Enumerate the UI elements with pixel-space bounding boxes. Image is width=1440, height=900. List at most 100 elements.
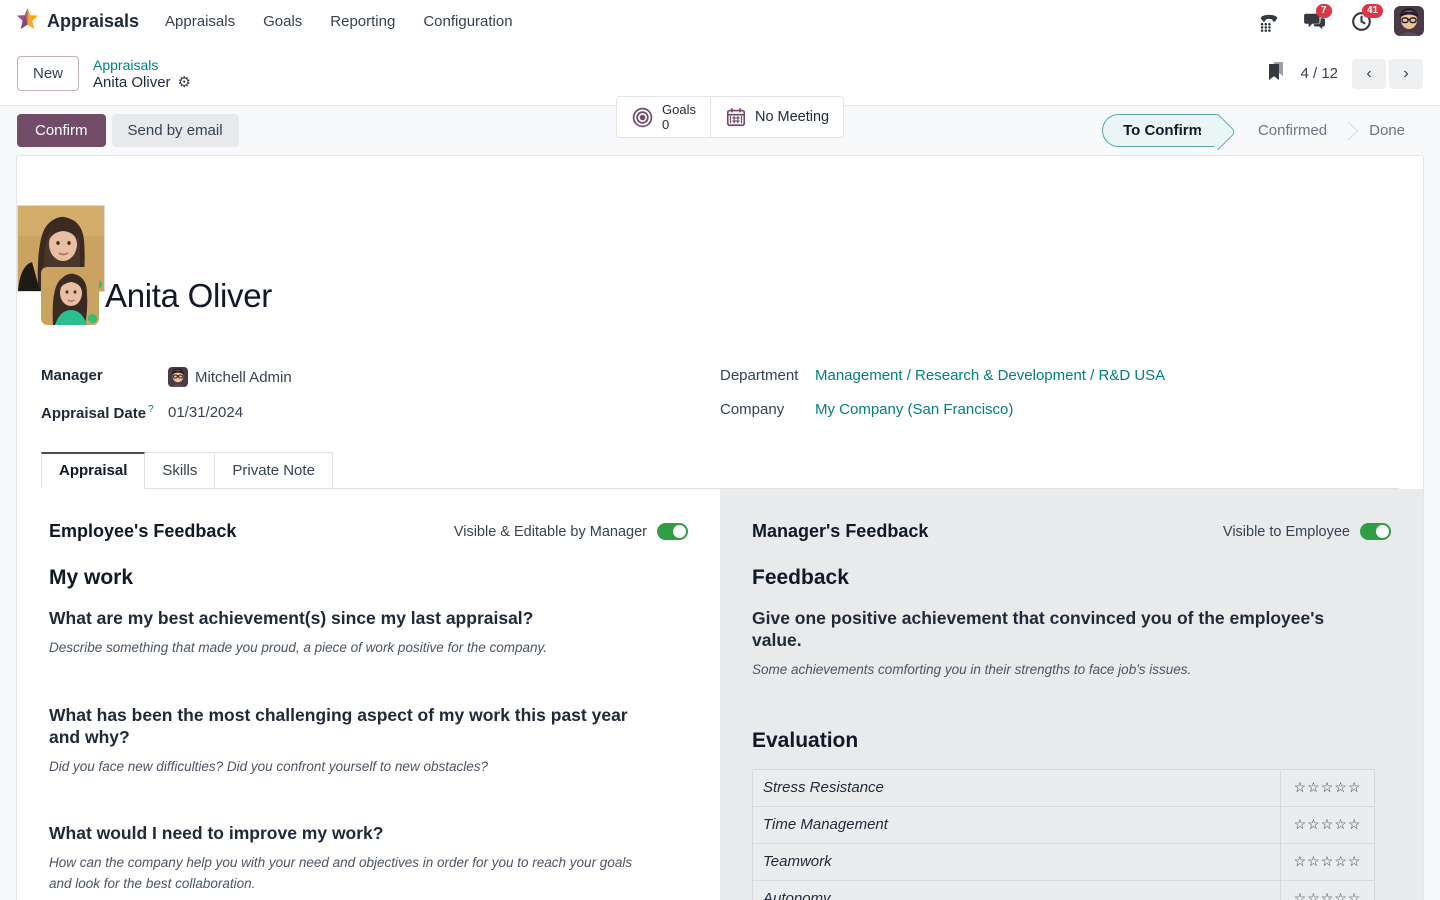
- question-text: What would I need to improve my work?: [49, 823, 384, 844]
- manager-visibility-toggle[interactable]: [1360, 523, 1391, 540]
- department-label: Department: [720, 367, 799, 384]
- appraisal-tab-content: Employee's Feedback Visible & Editable b…: [17, 489, 1423, 900]
- step-to-confirm[interactable]: To Confirm: [1102, 114, 1218, 147]
- help-question-icon[interactable]: ?: [148, 404, 154, 415]
- menu-appraisals[interactable]: Appraisals: [165, 12, 236, 30]
- form-sheet: Anita Oliver Manager: [16, 155, 1424, 900]
- table-row: Stress Resistance ☆☆☆☆☆: [752, 768, 1375, 807]
- tab-appraisal[interactable]: Appraisal: [41, 452, 146, 489]
- goals-label: Goals: [662, 102, 696, 117]
- manager-avatar: [168, 367, 188, 387]
- breadcrumb-current: Anita Oliver ⚙: [93, 73, 191, 91]
- evaluation-table: Stress Resistance ☆☆☆☆☆ Time Management …: [752, 768, 1375, 900]
- appraisals-logo-star-icon: [16, 7, 39, 35]
- page-title: Anita Oliver: [105, 277, 272, 314]
- employee-title-row: Anita Oliver: [41, 267, 1399, 325]
- manager-feedback-pane: Manager's Feedback Visible to Employee F…: [720, 489, 1423, 900]
- meeting-stat-button[interactable]: No Meeting: [709, 97, 844, 137]
- pager: 4 / 12 ‹ ›: [1266, 58, 1423, 89]
- manager-feedback-title: Manager's Feedback: [752, 521, 929, 541]
- employee-toggle-label: Visible & Editable by Manager: [453, 523, 647, 540]
- step-done[interactable]: Done: [1369, 122, 1405, 139]
- employee-feedback-title: Employee's Feedback: [49, 521, 237, 541]
- question-hint: Did you face new difficulties? Did you c…: [49, 758, 488, 774]
- calendar-icon: [726, 108, 746, 127]
- table-row: Time Management ☆☆☆☆☆: [752, 805, 1375, 844]
- star-rating[interactable]: ☆☆☆☆☆: [1293, 778, 1362, 795]
- skill-label: Autonomy: [752, 879, 1281, 900]
- status-steps: To Confirm Confirmed Done: [1102, 114, 1423, 147]
- systray: 7 41: [1256, 4, 1424, 36]
- star-rating[interactable]: ☆☆☆☆☆: [1293, 815, 1362, 832]
- pager-count: 4 / 12: [1300, 65, 1338, 82]
- confirm-button[interactable]: Confirm: [17, 114, 106, 147]
- question-block[interactable]: Give one positive achievement that convi…: [752, 608, 1357, 681]
- question-text: Give one positive achievement that convi…: [752, 608, 1325, 650]
- manager-field: Manager: [41, 367, 720, 387]
- notebook-tabs: Appraisal Skills Private Note: [41, 452, 1399, 489]
- tab-private-note[interactable]: Private Note: [215, 452, 333, 488]
- question-block[interactable]: What has been the most challenging aspec…: [49, 705, 654, 778]
- question-hint: Some achievements comforting you in thei…: [752, 661, 1192, 677]
- star-rating[interactable]: ☆☆☆☆☆: [1293, 852, 1362, 869]
- breadcrumb-appraisals-link[interactable]: Appraisals: [93, 56, 159, 73]
- breadcrumb: Appraisals Anita Oliver ⚙: [93, 56, 191, 92]
- table-row: Autonomy ☆☆☆☆☆: [752, 879, 1375, 900]
- activities-clock-icon[interactable]: 41: [1348, 4, 1384, 33]
- employee-feedback-pane: Employee's Feedback Visible & Editable b…: [17, 489, 720, 900]
- main-menu: Appraisals Goals Reporting Configuration: [165, 13, 513, 30]
- target-icon: [632, 107, 653, 127]
- step-confirmed[interactable]: Confirmed: [1257, 122, 1328, 139]
- user-avatar[interactable]: [1394, 6, 1424, 36]
- skill-label: Stress Resistance: [752, 768, 1281, 807]
- star-rating[interactable]: ☆☆☆☆☆: [1293, 889, 1362, 900]
- employee-visibility-toggle[interactable]: [657, 523, 688, 540]
- voip-phone-icon[interactable]: [1256, 9, 1282, 33]
- company-label: Company: [720, 401, 785, 418]
- top-navbar: Appraisals Appraisals Goals Reporting Co…: [0, 0, 1440, 42]
- question-block[interactable]: What would I need to improve my work? Ho…: [49, 823, 654, 895]
- pager-next-button[interactable]: ›: [1389, 58, 1423, 89]
- menu-configuration[interactable]: Configuration: [423, 12, 513, 30]
- company-link[interactable]: My Company (San Francisco): [815, 401, 1014, 418]
- skill-label: Time Management: [752, 805, 1281, 844]
- form-header: Anita Oliver Manager: [17, 156, 1423, 489]
- meeting-label: No Meeting: [754, 109, 830, 125]
- pager-previous-button[interactable]: ‹: [1352, 58, 1386, 89]
- appraisal-date-field: Appraisal Date? 01/31/2024: [41, 404, 720, 422]
- bookmark-icon[interactable]: [1266, 60, 1286, 87]
- messages-badge: 7: [1316, 4, 1332, 18]
- question-hint: How can the company help you with your n…: [49, 855, 633, 892]
- employee-avatar[interactable]: [41, 267, 99, 325]
- feedback-heading: Feedback: [752, 566, 849, 589]
- tab-skills[interactable]: Skills: [145, 452, 216, 488]
- manager-name: Mitchell Admin: [195, 368, 292, 386]
- messages-icon[interactable]: 7: [1302, 4, 1332, 33]
- field-grid: Manager: [41, 367, 1399, 422]
- manager-toggle-label: Visible to Employee: [1222, 523, 1350, 540]
- manager-label: Manager: [41, 367, 103, 384]
- menu-goals[interactable]: Goals: [263, 12, 303, 30]
- department-field: Department Management / Research & Devel…: [720, 367, 1399, 384]
- gear-icon[interactable]: ⚙: [177, 73, 191, 91]
- question-text: What has been the most challenging aspec…: [49, 704, 628, 747]
- online-status-dot: [88, 314, 97, 323]
- appraisal-date-label: Appraisal Date?: [41, 404, 154, 422]
- activities-badge: 41: [1362, 4, 1384, 18]
- goals-stat-button[interactable]: Goals 0: [617, 97, 710, 137]
- new-button[interactable]: New: [17, 56, 80, 91]
- app-title: Appraisals: [47, 10, 140, 31]
- app-brand[interactable]: Appraisals: [16, 7, 139, 35]
- question-block[interactable]: What are my best achievement(s) since my…: [49, 608, 654, 659]
- company-field: Company My Company (San Francisco): [720, 401, 1399, 418]
- manager-value[interactable]: Mitchell Admin: [168, 367, 292, 387]
- department-link[interactable]: Management / Research & Development / R&…: [815, 367, 1166, 384]
- appraisal-date-value[interactable]: 01/31/2024: [168, 404, 244, 421]
- stat-buttons: Goals 0 No Meeting: [616, 96, 845, 138]
- send-by-email-button[interactable]: Send by email: [111, 114, 239, 147]
- menu-reporting[interactable]: Reporting: [330, 12, 396, 30]
- goals-count: 0: [662, 117, 670, 132]
- control-panel: New Appraisals Anita Oliver ⚙ Goals 0: [0, 42, 1440, 138]
- table-row: Teamwork ☆☆☆☆☆: [752, 842, 1375, 881]
- question-text: What are my best achievement(s) since my…: [49, 608, 534, 628]
